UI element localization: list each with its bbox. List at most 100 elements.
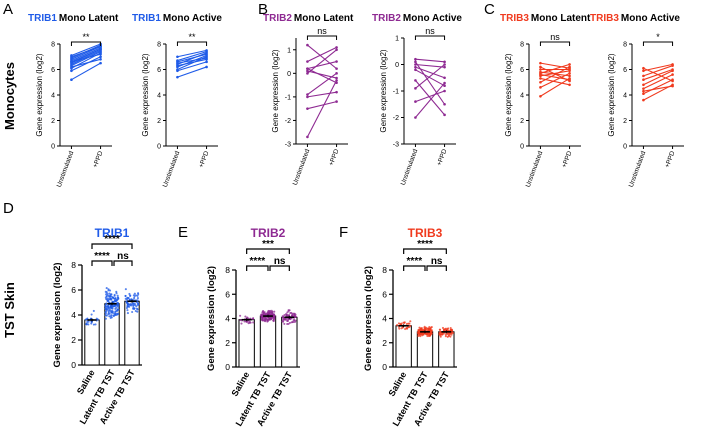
data-point bbox=[417, 329, 420, 332]
point-unstimulated bbox=[306, 135, 309, 139]
data-point bbox=[262, 311, 265, 314]
chart-title: TRIB2 Mono Active bbox=[372, 13, 462, 24]
x-tick-label: +PPD bbox=[664, 150, 677, 169]
x-tick-label: +PPD bbox=[92, 150, 105, 169]
paired-line bbox=[415, 82, 445, 118]
x-tick-label: Saline bbox=[229, 370, 251, 398]
data-point bbox=[133, 297, 136, 300]
data-point bbox=[450, 328, 453, 331]
point-unstimulated bbox=[176, 68, 179, 71]
data-point bbox=[427, 332, 430, 335]
chart-title: TRIB1 Mono Latent bbox=[28, 13, 119, 24]
data-point bbox=[407, 322, 410, 325]
data-point bbox=[136, 308, 139, 311]
data-point bbox=[107, 313, 110, 316]
y-tick-label: 8 bbox=[51, 42, 55, 49]
point-ppd bbox=[335, 90, 338, 94]
data-point bbox=[105, 310, 108, 313]
panel-letter-d: D bbox=[3, 200, 14, 217]
data-point bbox=[245, 320, 248, 323]
y-tick-label: 6 bbox=[71, 285, 76, 295]
chart-title: TRIB2 bbox=[251, 226, 286, 240]
point-ppd bbox=[335, 79, 338, 82]
point-unstimulated bbox=[539, 80, 542, 84]
y-tick-label: 0 bbox=[71, 360, 76, 370]
paired-line bbox=[71, 53, 101, 63]
data-point bbox=[239, 314, 242, 317]
point-ppd bbox=[205, 65, 208, 69]
data-point bbox=[243, 320, 246, 323]
point-unstimulated bbox=[642, 89, 645, 93]
x-tick-label: +PPD bbox=[328, 148, 341, 167]
y-tick-label: 0 bbox=[520, 144, 524, 151]
data-point bbox=[114, 307, 117, 310]
data-point bbox=[85, 323, 88, 326]
title-gene: TRIB3 bbox=[500, 13, 529, 24]
data-point bbox=[116, 294, 119, 297]
point-ppd bbox=[335, 76, 338, 80]
paired-line bbox=[71, 46, 101, 58]
paired-line bbox=[643, 70, 673, 86]
data-point bbox=[133, 292, 136, 295]
data-point bbox=[244, 315, 247, 318]
data-point bbox=[116, 312, 119, 315]
data-point bbox=[439, 334, 442, 337]
data-point bbox=[111, 307, 114, 310]
title-suffix: Mono Latent bbox=[531, 13, 591, 24]
significance-bracket bbox=[70, 41, 102, 46]
y-tick-label: 6 bbox=[51, 67, 55, 74]
point-ppd bbox=[335, 72, 338, 75]
chart-a-trib1-1: TRIB1 Mono Active 0 2 4 6 8 Gene expression (lo… bbox=[132, 13, 222, 188]
point-ppd bbox=[335, 100, 338, 103]
data-point bbox=[116, 308, 119, 311]
paired-line bbox=[540, 63, 570, 74]
point-ppd bbox=[443, 113, 446, 117]
x-tick-label: Unstimulated bbox=[56, 150, 76, 188]
point-unstimulated bbox=[539, 77, 542, 80]
data-point bbox=[261, 319, 264, 322]
data-point bbox=[135, 305, 138, 308]
significance-bracket bbox=[414, 35, 446, 40]
x-tick-label: +PPD bbox=[198, 150, 211, 169]
paired-line bbox=[177, 57, 207, 64]
data-point bbox=[444, 333, 447, 336]
y-tick-label: 8 bbox=[623, 42, 627, 49]
point-unstimulated bbox=[642, 92, 645, 96]
data-point bbox=[105, 303, 108, 306]
data-point bbox=[426, 334, 429, 338]
paired-line bbox=[643, 65, 673, 77]
data-point bbox=[281, 316, 284, 319]
point-ppd bbox=[443, 84, 446, 87]
significance-bracket bbox=[642, 41, 674, 46]
y-tick-label: 0 bbox=[157, 144, 161, 151]
title-gene: TRIB3 bbox=[590, 13, 619, 24]
comparison-label: **** bbox=[417, 239, 433, 250]
point-unstimulated bbox=[414, 63, 417, 66]
data-point bbox=[289, 312, 292, 315]
paired-line bbox=[643, 74, 673, 90]
y-tick-label: 2 bbox=[382, 338, 387, 348]
point-ppd bbox=[443, 89, 446, 93]
comparison-bracket bbox=[91, 243, 133, 249]
point-ppd bbox=[671, 84, 674, 88]
data-point bbox=[425, 333, 428, 336]
title-suffix: Mono Latent bbox=[59, 13, 119, 24]
y-axis-label: Gene expression (log2) bbox=[206, 266, 217, 371]
data-point bbox=[396, 324, 399, 327]
point-unstimulated bbox=[176, 55, 179, 59]
point-unstimulated bbox=[642, 66, 645, 70]
point-ppd bbox=[205, 58, 208, 61]
data-point bbox=[269, 309, 272, 312]
y-tick-label: 4 bbox=[157, 93, 161, 100]
data-point bbox=[252, 321, 255, 324]
data-point bbox=[136, 297, 139, 300]
point-ppd bbox=[205, 60, 208, 64]
point-ppd bbox=[671, 63, 674, 66]
point-unstimulated bbox=[642, 74, 645, 78]
y-tick-label: 6 bbox=[225, 289, 230, 299]
point-ppd bbox=[99, 61, 102, 65]
point-ppd bbox=[443, 76, 446, 80]
bar bbox=[416, 331, 434, 368]
